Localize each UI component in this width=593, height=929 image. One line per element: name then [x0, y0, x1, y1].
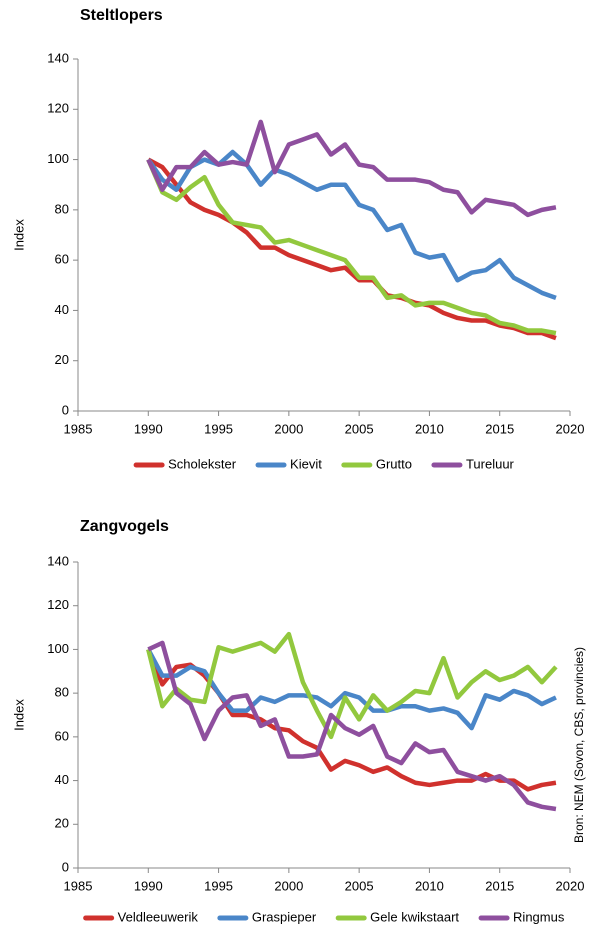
x-tick-label: 2010 [415, 878, 444, 893]
y-tick-label: 20 [55, 816, 69, 831]
y-axis-label: Index [11, 699, 26, 731]
y-tick-label: 100 [47, 151, 69, 166]
y-tick-label: 60 [55, 728, 69, 743]
x-tick-label: 2000 [274, 421, 303, 436]
x-tick-label: 1990 [134, 878, 163, 893]
series-line [147, 640, 557, 812]
x-tick-label: 2010 [415, 421, 444, 436]
x-tick-label: 2015 [485, 421, 514, 436]
x-tick-label: 2005 [345, 421, 374, 436]
series-line [146, 158, 557, 336]
legend-label: Ringmus [513, 909, 565, 924]
y-tick-label: 140 [47, 50, 69, 65]
x-tick-label: 2015 [485, 878, 514, 893]
legend-label: Scholekster [168, 456, 237, 471]
y-tick-label: 0 [62, 859, 69, 874]
y-tick-label: 140 [47, 553, 69, 568]
chart-title: Steltlopers [80, 7, 163, 24]
chart-title: Zangvogels [80, 518, 169, 535]
x-tick-label: 1995 [204, 421, 233, 436]
chart: Steltlopers Index 0 20 40 60 80 100 120 140 1985 19… [11, 7, 584, 471]
x-tick-label: 2020 [556, 421, 585, 436]
series-line [146, 648, 557, 792]
legend-label: Kievit [290, 456, 322, 471]
legend-label: Veldleeuwerik [118, 909, 199, 924]
x-tick-label: 2000 [274, 878, 303, 893]
x-tick-label: 1985 [64, 878, 93, 893]
x-tick-label: 1990 [134, 421, 163, 436]
y-tick-label: 80 [55, 685, 69, 700]
y-tick-label: 120 [47, 597, 69, 612]
legend-label: Grutto [376, 456, 412, 471]
source-note: Bron: NEM (Sovon, CBS, provincies) [572, 647, 586, 843]
series-line [147, 157, 557, 341]
y-tick-label: 80 [55, 201, 69, 216]
y-tick-label: 40 [55, 772, 69, 787]
y-axis-label: Index [11, 219, 26, 251]
legend-label: Gele kwikstaart [370, 909, 459, 924]
x-tick-label: 2005 [345, 878, 374, 893]
series-line [146, 648, 557, 731]
y-tick-label: 100 [47, 641, 69, 656]
y-tick-label: 20 [55, 352, 69, 367]
legend-label: Graspieper [252, 909, 317, 924]
x-tick-label: 1985 [64, 421, 93, 436]
y-tick-label: 120 [47, 101, 69, 116]
y-tick-label: 40 [55, 302, 69, 317]
series-line [146, 119, 557, 218]
x-tick-label: 1995 [204, 878, 233, 893]
y-tick-label: 60 [55, 252, 69, 267]
y-tick-label: 0 [62, 402, 69, 417]
legend-label: Tureluur [466, 456, 515, 471]
series-line [146, 631, 558, 740]
chart: Zangvogels Index 0 20 40 60 80 100 120 140 1985 199… [11, 518, 586, 924]
x-tick-label: 2020 [556, 878, 585, 893]
